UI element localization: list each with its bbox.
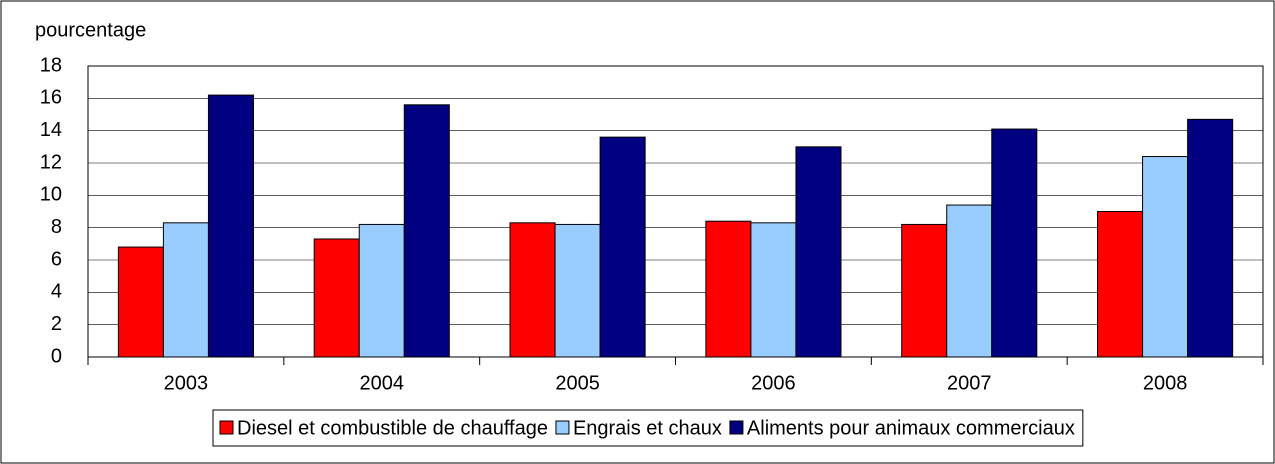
bar <box>207 94 254 358</box>
y-tick-label: 14 <box>40 119 62 141</box>
legend-label: Aliments pour animaux commerciaux <box>747 417 1075 439</box>
legend-swatch <box>729 420 744 435</box>
bar <box>1142 156 1189 358</box>
bar <box>117 246 164 358</box>
bar <box>509 222 556 358</box>
y-tick-label: 4 <box>51 281 62 303</box>
bar <box>162 222 209 358</box>
y-tick-label: 6 <box>51 248 62 270</box>
bar <box>554 223 601 358</box>
bar <box>358 223 405 358</box>
x-tick-label: 2006 <box>751 372 796 394</box>
y-tick-label: 10 <box>40 184 62 206</box>
y-tick-label: 0 <box>51 345 62 367</box>
y-tick-label: 12 <box>40 151 62 173</box>
legend-swatch <box>555 420 570 435</box>
bar <box>1187 118 1234 358</box>
x-tick-label: 2003 <box>164 372 209 394</box>
bar <box>403 104 450 358</box>
y-tick-label: 8 <box>51 216 62 238</box>
bar <box>313 238 360 358</box>
legend-box <box>212 409 1084 447</box>
y-tick-label: 18 <box>40 54 62 76</box>
bar <box>1097 211 1144 358</box>
y-tick-label: 16 <box>40 87 62 109</box>
bar <box>946 204 993 358</box>
bar <box>991 128 1038 358</box>
y-axis-label: pourcentage <box>35 19 146 41</box>
bar <box>750 222 797 358</box>
legend-label: Diesel et combustible de chauffage <box>237 417 548 439</box>
bar <box>705 220 752 358</box>
x-tick-label: 2008 <box>1143 372 1188 394</box>
plot-area <box>87 65 1264 358</box>
y-tick-label: 2 <box>51 313 62 335</box>
bar <box>599 136 646 358</box>
bar <box>795 146 842 358</box>
bar <box>901 223 948 358</box>
legend-swatch <box>219 420 234 435</box>
x-tick-label: 2007 <box>947 372 992 394</box>
x-tick-label: 2004 <box>360 372 405 394</box>
x-tick-label: 2005 <box>555 372 600 394</box>
legend-label: Engrais et chaux <box>573 417 722 439</box>
